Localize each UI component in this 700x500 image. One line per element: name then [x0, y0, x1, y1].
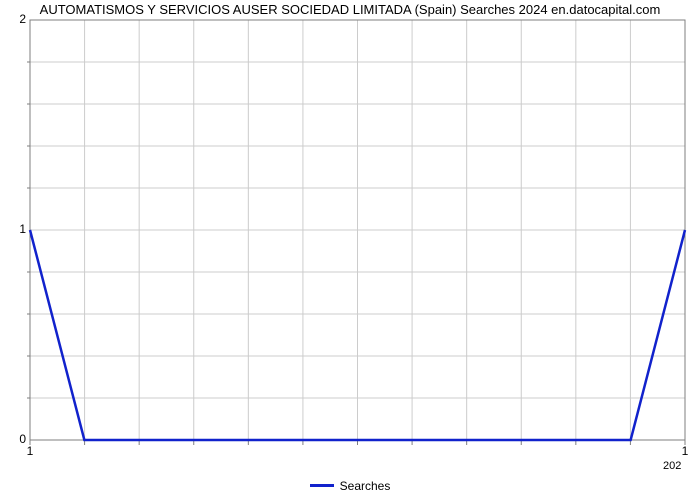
chart-container: AUTOMATISMOS Y SERVICIOS AUSER SOCIEDAD … [0, 0, 700, 500]
legend-swatch [310, 484, 334, 487]
ytick-label-1: 1 [6, 222, 26, 236]
plot-svg [30, 20, 685, 440]
plot-area [30, 20, 685, 440]
xtick-sub-right: 202 [663, 460, 681, 472]
legend: Searches [0, 478, 700, 493]
chart-title: AUTOMATISMOS Y SERVICIOS AUSER SOCIEDAD … [0, 2, 700, 17]
ytick-label-0: 0 [6, 432, 26, 446]
xtick-label-right: 1 [682, 444, 689, 458]
ytick-label-2: 2 [6, 12, 26, 26]
legend-label: Searches [340, 479, 391, 493]
xtick-label-left: 1 [27, 444, 34, 458]
